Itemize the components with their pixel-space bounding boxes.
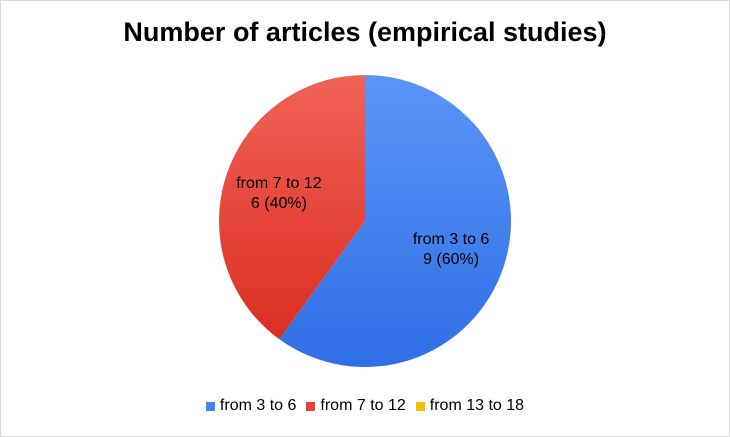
legend-label: from 3 to 6 [219,397,297,414]
legend-swatch [205,401,215,411]
slice-value-label: 6 (40%) [251,195,307,212]
legend-item: from 3 to 6 [205,397,297,415]
slice-category-label: from 7 to 12 [236,175,321,192]
legend-swatch [415,401,425,411]
pie-slice-0 [279,75,512,367]
legend-label: from 7 to 12 [320,397,406,414]
pie-slice-1 [219,75,365,340]
legend-item: from 13 to 18 [415,397,525,415]
legend-item: from 7 to 12 [306,397,406,415]
legend-label: from 13 to 18 [429,397,525,414]
chart-legend: from 3 to 6 from 7 to 12 from 13 to 18 [0,397,730,415]
slice-value-label: 9 (60%) [423,251,479,268]
slice-category-label: from 3 to 6 [413,231,490,248]
legend-swatch [306,401,316,411]
chart-title: Number of articles (empirical studies) [123,17,607,47]
